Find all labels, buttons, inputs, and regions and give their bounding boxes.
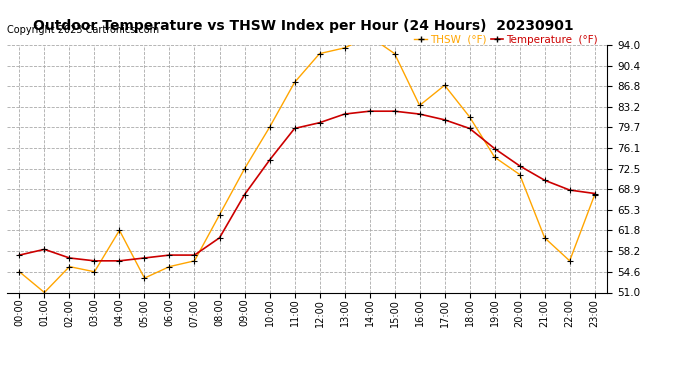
THSW  (°F) [166, 264, 174, 269]
THSW  (°F) [391, 51, 399, 56]
Temperature  (°F) [15, 253, 23, 257]
THSW  (°F) [315, 51, 324, 56]
Legend: THSW  (°F), Temperature  (°F): THSW (°F), Temperature (°F) [410, 30, 602, 49]
Temperature  (°F) [515, 164, 524, 168]
Temperature  (°F) [415, 112, 424, 116]
THSW  (°F) [190, 259, 199, 263]
Temperature  (°F) [540, 178, 549, 183]
THSW  (°F) [90, 270, 99, 274]
Temperature  (°F) [190, 253, 199, 257]
Temperature  (°F) [391, 109, 399, 114]
THSW  (°F) [515, 172, 524, 177]
Temperature  (°F) [90, 259, 99, 263]
THSW  (°F) [340, 46, 348, 50]
THSW  (°F) [591, 192, 599, 197]
Temperature  (°F) [290, 126, 299, 131]
THSW  (°F) [366, 34, 374, 39]
Temperature  (°F) [166, 253, 174, 257]
THSW  (°F) [566, 259, 574, 263]
THSW  (°F) [466, 115, 474, 119]
THSW  (°F) [215, 213, 224, 217]
THSW  (°F) [491, 155, 499, 159]
THSW  (°F) [140, 276, 148, 280]
Temperature  (°F) [140, 256, 148, 260]
Temperature  (°F) [466, 126, 474, 131]
THSW  (°F) [66, 264, 74, 269]
Temperature  (°F) [491, 146, 499, 151]
Temperature  (°F) [440, 118, 449, 122]
Temperature  (°F) [366, 109, 374, 114]
THSW  (°F) [15, 270, 23, 274]
Temperature  (°F) [115, 259, 124, 263]
THSW  (°F) [540, 236, 549, 240]
Temperature  (°F) [566, 188, 574, 192]
Temperature  (°F) [215, 236, 224, 240]
Text: Outdoor Temperature vs THSW Index per Hour (24 Hours)  20230901: Outdoor Temperature vs THSW Index per Ho… [33, 19, 574, 33]
Temperature  (°F) [40, 247, 48, 252]
THSW  (°F) [415, 103, 424, 108]
Temperature  (°F) [591, 191, 599, 196]
Temperature  (°F) [266, 158, 274, 162]
Text: Copyright 2023 Cartronics.com: Copyright 2023 Cartronics.com [7, 25, 159, 35]
THSW  (°F) [440, 83, 449, 87]
Temperature  (°F) [340, 112, 348, 116]
THSW  (°F) [240, 166, 248, 171]
Temperature  (°F) [240, 192, 248, 197]
THSW  (°F) [266, 125, 274, 129]
Temperature  (°F) [315, 120, 324, 125]
THSW  (°F) [40, 290, 48, 295]
THSW  (°F) [290, 80, 299, 85]
Temperature  (°F) [66, 256, 74, 260]
THSW  (°F) [115, 228, 124, 232]
Line: Temperature  (°F): Temperature (°F) [16, 108, 598, 264]
Line: THSW  (°F): THSW (°F) [16, 33, 598, 296]
